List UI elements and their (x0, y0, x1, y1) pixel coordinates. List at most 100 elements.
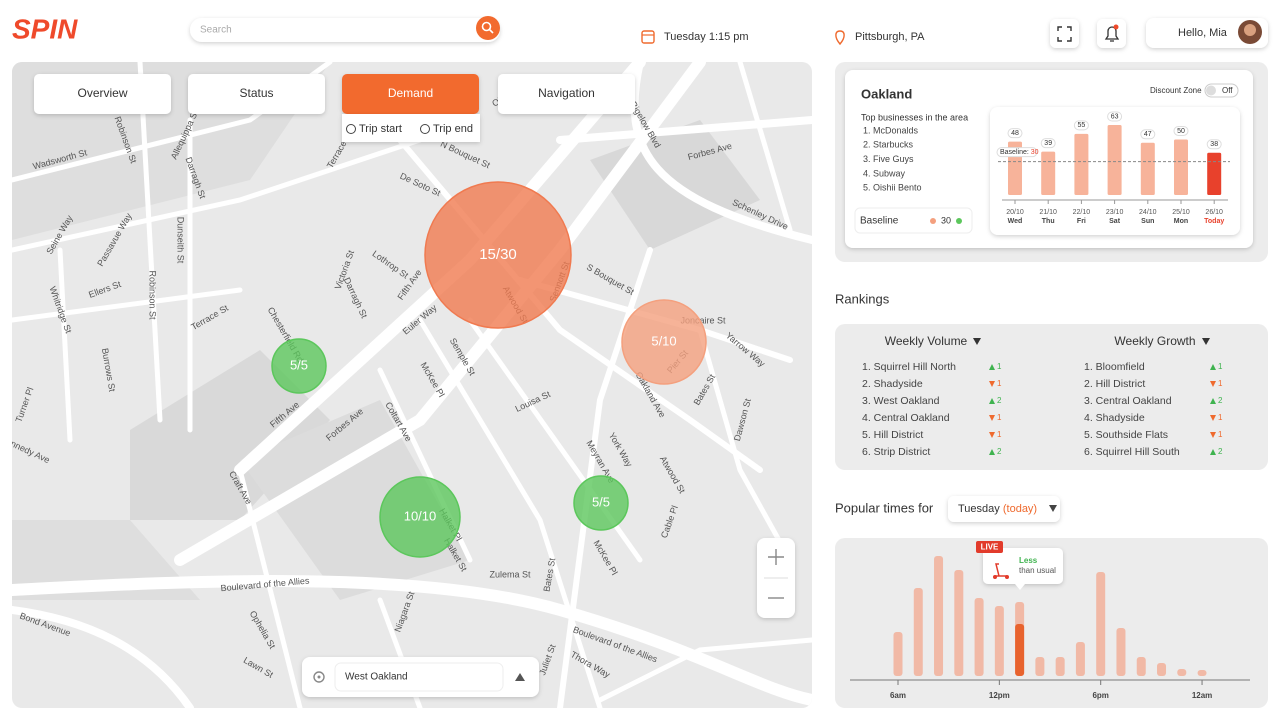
ranking-item: 1. Squirrel Hill North (862, 361, 956, 373)
day-label: Sat (1109, 218, 1121, 225)
road (57, 247, 73, 443)
bar[interactable] (1207, 152, 1222, 195)
greeting: Hello, Mia (1178, 27, 1228, 39)
date-label: 21/10 (1039, 209, 1057, 216)
bar[interactable] (1177, 669, 1187, 676)
ranking-item: 5. Southside Flats (1084, 429, 1168, 441)
bar[interactable] (1055, 657, 1065, 676)
bar[interactable] (934, 556, 944, 676)
day-label: Sun (1141, 218, 1154, 225)
change-value: 1 (1218, 362, 1223, 371)
expand-icon[interactable] (515, 673, 525, 681)
baseline-minus[interactable] (930, 218, 936, 224)
value-label: 55 (1078, 122, 1086, 129)
change-value: 1 (997, 430, 1002, 439)
ranking-item: 2. Shadyside (862, 378, 923, 390)
search-box[interactable] (190, 18, 500, 42)
bar[interactable] (1035, 657, 1045, 676)
bar[interactable] (1075, 642, 1085, 676)
bar[interactable] (954, 570, 964, 676)
bar[interactable] (1116, 628, 1126, 676)
fullscreen-button[interactable] (1050, 19, 1079, 48)
value-label: 48 (1011, 130, 1019, 137)
bar[interactable] (1136, 657, 1146, 676)
bar[interactable] (1096, 572, 1106, 676)
ranking-sort-icon[interactable] (973, 338, 981, 345)
location: Pittsburgh, PA (855, 31, 925, 43)
bar[interactable] (1041, 151, 1056, 195)
zone-label: 5/10 (651, 333, 676, 348)
popular-title: Popular times for (835, 500, 934, 515)
road (12, 575, 812, 706)
date-label: 23/10 (1106, 209, 1124, 216)
bar[interactable] (994, 606, 1004, 676)
road (556, 116, 812, 144)
bar[interactable] (974, 598, 984, 676)
bar[interactable] (1197, 670, 1207, 676)
map-tabs: Overview Status Demand Navigation Trip start… (34, 74, 635, 142)
demand-zone[interactable] (621, 299, 707, 385)
bell-icon (1104, 26, 1120, 42)
notification-dot (1113, 24, 1119, 30)
search-button[interactable] (476, 16, 500, 40)
tab-label: Overview (77, 86, 127, 100)
change-arrow (989, 432, 995, 438)
street-label: Dunseith St (176, 217, 186, 264)
demand-zone[interactable] (573, 475, 629, 531)
logo[interactable]: SPIN (12, 13, 78, 44)
street-label: Joncaire St (680, 315, 726, 325)
value-pill (1206, 139, 1222, 150)
live-note: than usual (1019, 566, 1056, 575)
rankings-card (835, 324, 1268, 470)
tab[interactable] (34, 74, 171, 114)
bar[interactable] (1157, 663, 1167, 676)
zoom-in[interactable] (768, 549, 784, 565)
demand-zone[interactable] (379, 476, 461, 558)
datetime: Tuesday 1:15 pm (664, 31, 749, 43)
value-label: 39 (1044, 140, 1052, 147)
demand-dropdown (342, 114, 480, 142)
bar[interactable] (1074, 133, 1089, 195)
avatar-face (1244, 24, 1256, 36)
map[interactable]: Wadsworth St Robinson St Allequippa StDarr… (0, 62, 812, 708)
change-value: 1 (1218, 430, 1223, 439)
tab[interactable] (498, 74, 635, 114)
demand-zone[interactable] (271, 338, 327, 394)
baseline-value: 30 (941, 215, 951, 225)
rankings-lists: Weekly Volume 1. Squirrel Hill North 1 2. S… (862, 334, 1223, 458)
value-pill (1107, 111, 1123, 122)
street-label: Zulema St (489, 569, 531, 579)
bar[interactable] (913, 588, 923, 676)
x-tick-label: 6am (890, 691, 906, 700)
zone-label: 15/30 (479, 246, 517, 263)
zoom-control (757, 538, 795, 618)
bar[interactable] (893, 632, 903, 676)
road (737, 62, 793, 233)
location-field[interactable] (334, 662, 504, 692)
baseline-title: Baseline (860, 216, 899, 227)
radio[interactable] (346, 124, 356, 134)
road (12, 606, 194, 708)
discount-state: Off (1222, 86, 1233, 95)
bar[interactable] (1107, 125, 1122, 195)
road (557, 247, 653, 708)
user-menu[interactable] (1146, 18, 1268, 48)
tab[interactable] (342, 74, 479, 114)
discount-label: Discount Zone (1150, 86, 1202, 95)
day-dropdown[interactable] (948, 496, 1060, 522)
bar[interactable] (1140, 142, 1155, 195)
ranking-sort-icon[interactable] (1202, 338, 1210, 345)
ranking-item: 2. Hill District (1084, 378, 1145, 390)
bar[interactable] (1174, 139, 1188, 195)
demand-zones: 15/30 5/10 5/5 10/10 5/5 (271, 181, 707, 558)
road (630, 62, 812, 244)
baseline-plus[interactable] (956, 218, 962, 224)
radio[interactable] (420, 124, 430, 134)
notification-button[interactable] (1097, 19, 1126, 48)
tab[interactable] (188, 74, 325, 114)
road (12, 137, 423, 253)
businesses-title: Top businesses in the area (861, 112, 968, 122)
target-icon[interactable] (313, 671, 325, 683)
demand-zone[interactable] (424, 181, 572, 329)
